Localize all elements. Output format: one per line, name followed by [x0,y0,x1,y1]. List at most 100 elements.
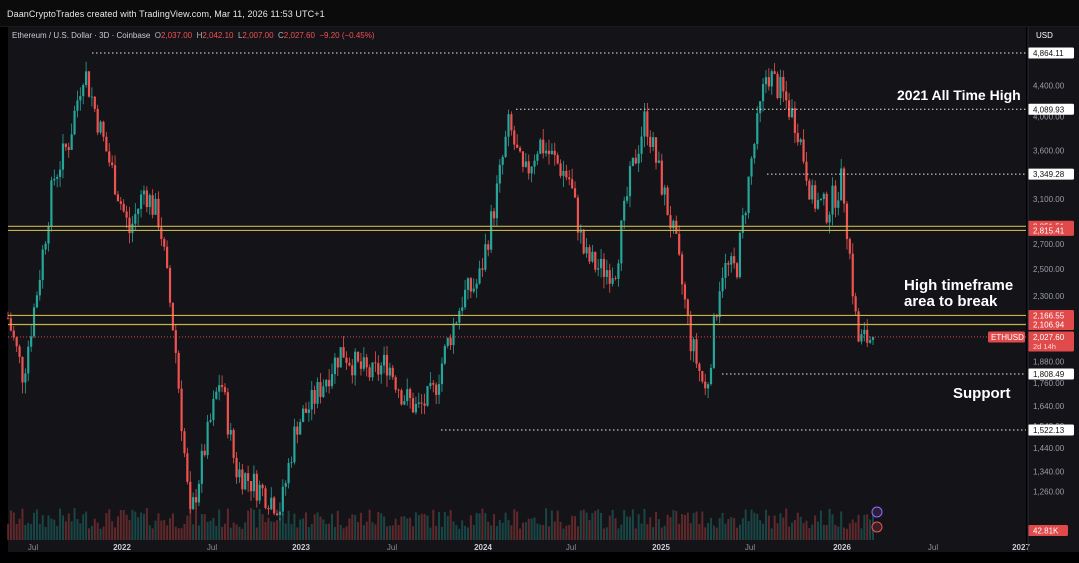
volume-bar [226,508,229,540]
candle-body [403,401,406,405]
y-tick-label: 1,260.00 [1033,487,1065,496]
candle-body [232,429,235,458]
volume-bar [333,526,336,540]
level-tag-label: 3,349.28 [1033,170,1065,179]
candle-body [530,166,533,174]
volume-bar [414,512,417,540]
candle-body [594,251,597,270]
volume-bar [585,512,588,540]
volume-bar [686,512,689,540]
candle-body [660,160,663,195]
currency-label[interactable]: USD [1036,31,1053,40]
candle-body [759,101,762,114]
volume-bar [672,510,675,540]
volume-bar [197,525,200,540]
candle-body [241,469,244,490]
volume-bar [475,512,478,540]
volume-bar [307,527,310,540]
volume-bar [649,517,652,540]
volume-bar [27,522,30,540]
candle-body [443,345,446,364]
candle-body [30,336,33,347]
candle-body [429,383,432,387]
volume-bar [828,508,831,540]
candle-body [808,180,811,200]
volume-bar [498,520,501,540]
volume-bar [250,508,253,540]
candle-body [686,299,689,316]
volume-bar [605,527,608,540]
volume-bar [180,528,183,540]
y-tick-label: 2,500.00 [1033,265,1065,274]
volume-bar [119,509,122,540]
candle-body [122,203,125,212]
level-tag-label: 4,089.93 [1033,105,1065,114]
candle-body [382,354,386,366]
volume-bar [362,525,365,540]
candle-body [166,246,169,268]
candle-body [409,389,412,399]
volume-bar [744,509,747,540]
volume-bar [669,517,672,540]
candle-body [516,144,519,148]
volume-bar [695,511,698,540]
candle-body [654,137,658,163]
candle-body [559,163,562,176]
volume-bar [189,509,192,540]
candle-body [744,213,747,216]
candle-body [406,389,409,402]
volume-bar [779,513,782,540]
candle-body [157,198,160,228]
volume-bar [472,524,475,540]
candle-body [513,130,516,145]
volume-bar [704,527,707,540]
volume-bar [782,517,785,540]
volume-bar [293,513,296,540]
candle-body [400,390,403,405]
candle-body [738,232,742,278]
volume-bar [168,518,172,540]
volume-bar [374,524,377,540]
volume-bar [576,526,579,540]
x-tick-label: 2022 [113,543,131,552]
candle-body [270,497,273,510]
candle-body [105,136,108,152]
volume-bar [550,510,553,540]
candle-body [330,374,334,387]
candle-body [229,429,232,435]
y-tick-label: 1,440.00 [1033,444,1065,453]
volume-bar [620,524,623,540]
volume-bar [811,524,814,540]
candle-body [192,497,195,510]
volume-bar [331,513,334,540]
volume-bar [869,519,872,540]
candle-body [646,111,649,137]
volume-bar [252,509,255,540]
candle-body [82,85,85,97]
candle-body [724,263,727,278]
volume-bar [426,515,429,540]
candle-body [24,373,27,383]
volume-bar [290,524,293,540]
candle-body [793,108,796,133]
volume-bar [6,523,10,540]
volume-bar [59,508,62,540]
candle-body [683,284,687,300]
volume-bar [513,509,516,540]
y-tick-label: 3,100.00 [1033,195,1065,204]
volume-bar [579,510,582,540]
volume-bar [796,512,799,540]
volume-bar [657,519,660,540]
candle-body [704,381,707,389]
volume-bar [623,509,626,540]
volume-bar [452,521,455,540]
candle-body [842,168,846,204]
close-value: 2,027.60 [283,31,315,40]
volume-bar [125,514,128,540]
htf-annotation-line1: High timeframe [904,277,1014,294]
volume-bar [73,508,76,540]
candle-body [472,288,475,292]
volume-bar [166,525,169,540]
candle-body [351,365,354,376]
